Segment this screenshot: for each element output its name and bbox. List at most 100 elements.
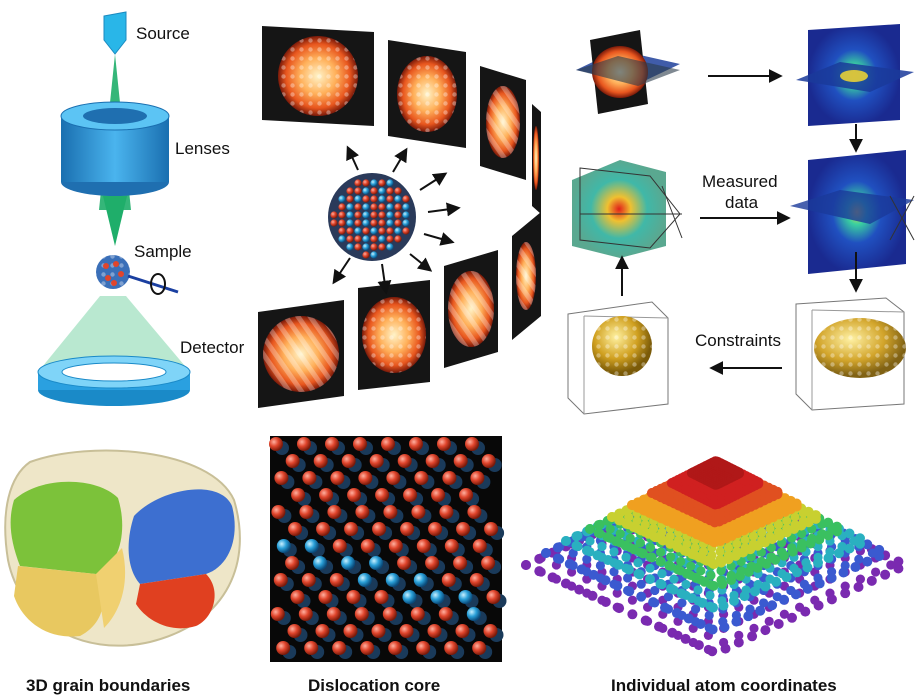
atom <box>383 505 397 519</box>
atom <box>409 437 423 451</box>
atom <box>693 596 702 605</box>
atom <box>277 539 291 553</box>
atom <box>269 437 283 451</box>
atom <box>369 556 383 570</box>
measured-data-label-line1: Measured <box>702 172 778 192</box>
diffraction-pattern <box>258 300 344 408</box>
atom <box>573 531 582 540</box>
atom <box>400 522 414 536</box>
atom <box>271 505 285 519</box>
atom <box>403 590 417 604</box>
atom <box>416 641 430 655</box>
atom <box>686 562 695 571</box>
atom <box>729 591 738 600</box>
atom <box>353 437 367 451</box>
atom <box>347 590 361 604</box>
atom <box>346 203 353 210</box>
atom <box>801 558 810 567</box>
atom <box>354 195 361 202</box>
caption-atom-coordinates: Individual atom coordinates <box>611 676 837 696</box>
atom <box>370 195 377 202</box>
atom <box>397 556 411 570</box>
atom <box>330 211 337 218</box>
atom <box>636 538 645 547</box>
atom <box>765 617 774 626</box>
atom <box>400 624 414 638</box>
atom <box>378 195 385 202</box>
atom <box>459 488 473 502</box>
atom <box>442 471 456 485</box>
atom <box>666 562 675 571</box>
atom <box>745 605 754 614</box>
atom <box>871 567 880 576</box>
atom <box>304 641 318 655</box>
atom <box>827 524 836 533</box>
atom <box>757 557 766 566</box>
atom <box>386 235 393 242</box>
atom <box>330 573 344 587</box>
atom <box>370 179 377 186</box>
atom <box>789 500 798 509</box>
atom <box>658 624 667 633</box>
caption-dislocation-core: Dislocation core <box>308 676 440 696</box>
dislocation-core-render <box>269 436 507 662</box>
atom <box>454 454 468 468</box>
atom <box>414 573 428 587</box>
atom <box>316 522 330 536</box>
atom <box>552 574 561 583</box>
atom <box>616 538 625 547</box>
atom <box>378 187 385 194</box>
atom <box>797 538 806 547</box>
atom <box>825 547 834 556</box>
atom <box>817 529 826 538</box>
atom <box>657 569 666 578</box>
atom <box>718 617 727 626</box>
atom <box>344 522 358 536</box>
diffraction-pattern <box>532 104 541 214</box>
atom <box>327 607 341 621</box>
constraints-label: Constraints <box>695 331 781 351</box>
diffraction-pattern <box>444 250 498 368</box>
atom <box>338 211 345 218</box>
atom <box>867 576 877 586</box>
atom <box>753 580 762 589</box>
atom <box>597 553 606 562</box>
atom <box>582 589 591 598</box>
atom <box>837 542 846 551</box>
reconstructed-model-box <box>796 298 906 410</box>
atom <box>383 607 397 621</box>
atom <box>467 607 481 621</box>
atom <box>741 585 750 594</box>
atom <box>643 617 652 626</box>
atom <box>346 227 353 234</box>
atom <box>719 638 728 647</box>
atom <box>439 505 453 519</box>
atom <box>341 556 355 570</box>
atom <box>346 243 353 250</box>
atom <box>555 555 564 564</box>
atom <box>645 574 654 583</box>
atom <box>370 454 384 468</box>
source-emitter <box>104 12 126 54</box>
atom <box>288 624 302 638</box>
atom <box>657 580 666 589</box>
atom <box>346 187 353 194</box>
atom <box>596 573 605 582</box>
atom <box>691 617 700 626</box>
atom <box>537 567 546 576</box>
lens-hole <box>83 108 147 124</box>
atom <box>394 227 401 234</box>
atom <box>402 227 409 234</box>
atom <box>585 536 594 545</box>
atom <box>760 625 770 635</box>
atom <box>431 590 445 604</box>
atom <box>773 592 782 601</box>
atom <box>606 524 615 533</box>
initial-slices <box>576 30 680 114</box>
atom <box>362 211 369 218</box>
fourier-slices-top <box>796 24 914 126</box>
atom <box>633 569 642 578</box>
atom <box>362 187 369 194</box>
atom <box>402 195 409 202</box>
atom <box>386 179 393 186</box>
